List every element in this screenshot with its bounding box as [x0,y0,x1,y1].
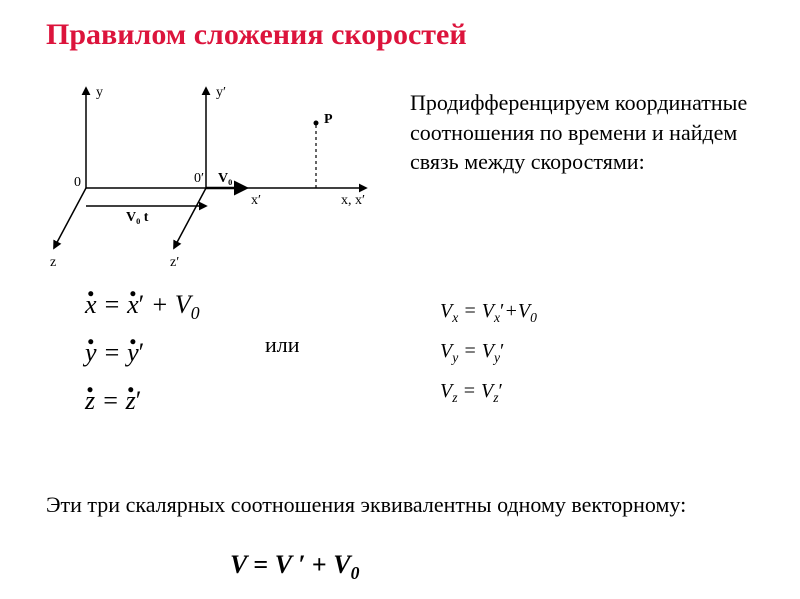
axis-zprime-label: z′ [170,255,179,270]
equations-dot-notation: x = x′ + V0 y = y′ z = z′ [85,290,200,434]
origin-O-label: 0 [74,175,81,190]
axis-z-label: z [50,255,56,270]
equations-component-notation: Vx = Vx′+V0 Vy = Vy′ Vz = Vz′ [440,300,537,420]
axis-xxprime-label: x, x′ [341,193,365,208]
page-title: Правилом сложения скоростей [46,18,467,52]
eq-Vx: Vx = Vx′+V0 [440,300,537,340]
eq-xdot: x = x′ + V0 [85,290,200,338]
coordinate-frames-diagram: y 0 z y′ 0′ z′ V₀ V₀ t x′ x, x′ P [46,78,396,278]
axis-y-label: y [96,85,103,100]
eq-Vy: Vy = Vy′ [440,340,537,380]
vector-equation: V = V ′ + V0 [230,550,359,584]
intro-paragraph: Продифференцируем координатные соотношен… [410,88,770,177]
eq-zdot: z = z′ [85,386,200,434]
V0-label: V₀ [218,171,232,186]
or-label: или [265,332,300,358]
axis-xprime-label: x′ [251,193,261,208]
eq-Vz: Vz = Vz′ [440,380,537,420]
origin-Oprime-label: 0′ [194,171,204,186]
axis-yprime-label: y′ [216,85,226,100]
V0t-label: V₀ t [126,210,149,225]
eq-ydot: y = y′ [85,338,200,386]
vector-eq-intro: Эти три скалярных соотношения эквивалент… [46,490,746,520]
point-P-label: P [324,112,333,127]
